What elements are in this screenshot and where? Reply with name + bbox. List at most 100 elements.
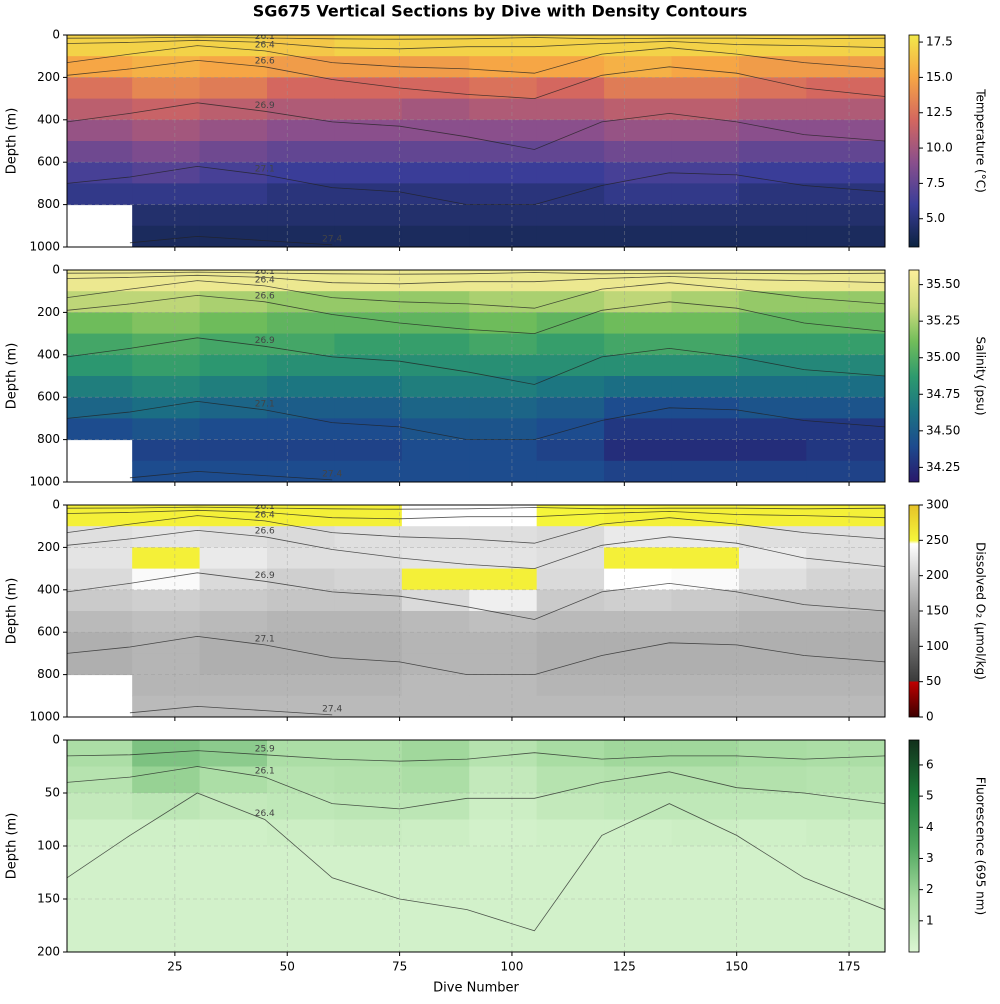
heat-cell (604, 183, 673, 206)
heat-cell (267, 376, 335, 398)
heat-cell (67, 56, 133, 78)
heat-cell (738, 162, 807, 184)
heat-cell (604, 376, 673, 398)
colorbar-label: Fluorescence (695 nm) (974, 777, 988, 915)
heat-cell (67, 141, 133, 163)
heat-cell (604, 872, 673, 900)
heat-cell (132, 183, 201, 206)
y-tick-label: 0 (52, 498, 60, 512)
heat-cell (401, 204, 470, 227)
heat-cell (267, 899, 335, 926)
heat-cell (67, 632, 133, 654)
heat-cell (671, 460, 740, 482)
y-tick-label: 0 (52, 263, 60, 277)
heat-cell (334, 98, 403, 121)
heat-cell (469, 291, 538, 313)
x-tick-label: 25 (167, 960, 182, 974)
heat-cell (738, 899, 807, 926)
heat-cell (604, 460, 673, 482)
heat-cell (199, 439, 268, 462)
heat-cell (671, 204, 740, 227)
heat-cell (469, 899, 538, 926)
heat-cell (334, 766, 403, 794)
plot-area: 25.926.126.4 26.6 26.9 27.1 27.4 (67, 505, 885, 717)
heat-cell (199, 766, 268, 794)
heat-cell (199, 119, 268, 142)
heat-cell (469, 204, 538, 227)
colorbar (908, 739, 920, 953)
contour-label: 26.9 (255, 101, 275, 111)
heat-cell (536, 460, 605, 482)
heat-cell (536, 354, 605, 377)
heat-cell (199, 653, 268, 676)
colorbar-tick-label: 300 (926, 498, 949, 512)
heat-cell (67, 740, 133, 767)
heat-cell (199, 526, 268, 548)
contour-label: 26.6 (255, 291, 275, 301)
density-contour (67, 506, 885, 510)
heat-cell (199, 225, 268, 247)
heat-cell (536, 505, 605, 527)
heat-cell (267, 674, 335, 697)
heat-cell (469, 793, 538, 820)
heat-cell (536, 589, 605, 612)
colorbar-tick-label: 35.50 (926, 277, 960, 291)
heat-cell (469, 376, 538, 398)
contour-label: 27.4 (322, 704, 342, 714)
colorbar-tick-label: 34.50 (926, 423, 960, 437)
contour-label: 26.9 (255, 571, 275, 581)
heat-cell (334, 376, 403, 398)
heat-cell (604, 526, 673, 548)
heat-cell (132, 611, 201, 633)
heat-cell (806, 56, 885, 78)
heat-cell (199, 354, 268, 377)
heat-cell (334, 674, 403, 697)
heat-cell (401, 141, 470, 163)
density-contour (67, 102, 885, 150)
contour-label: 26.6 (255, 56, 275, 66)
heat-cell (401, 312, 470, 335)
heat-cell (67, 270, 133, 292)
heat-cell (401, 291, 470, 313)
heat-cell (199, 505, 268, 527)
heat-cell (536, 376, 605, 398)
contour-label: 27.1 (255, 634, 275, 644)
heat-cell (334, 291, 403, 313)
heat-cell (334, 204, 403, 227)
heat-cell (199, 793, 268, 820)
heat-cell (401, 183, 470, 206)
heat-cell (469, 119, 538, 142)
heat-cell (738, 819, 807, 847)
heat-cell (738, 505, 807, 527)
heat-cell (67, 547, 133, 570)
density-contour (67, 572, 885, 620)
heat-cell (738, 56, 807, 78)
heat-cell (67, 568, 133, 591)
heat-cell (536, 397, 605, 419)
contour-label: 26.4 (255, 510, 275, 520)
colorbar-tick-label: 35.00 (926, 350, 960, 364)
heat-cell (671, 141, 740, 163)
heat-cell (738, 766, 807, 794)
heat-cell (604, 119, 673, 142)
heat-cell (738, 632, 807, 654)
heat-cell (267, 793, 335, 820)
heat-cell (267, 925, 335, 952)
heat-cell (401, 589, 470, 612)
heat-cell (132, 793, 201, 820)
density-contour (67, 271, 885, 275)
heat-cell (738, 439, 807, 462)
heat-cell (334, 460, 403, 482)
density-contour (67, 400, 885, 440)
heat-cell (267, 354, 335, 377)
colorbar-tick-label: 150 (926, 604, 949, 618)
heat-cell (334, 925, 403, 952)
heat-cell (199, 98, 268, 121)
heat-cell (469, 925, 538, 952)
heat-cell (536, 846, 605, 873)
heat-cell (469, 225, 538, 247)
heat-cell (738, 376, 807, 398)
heat-cell (267, 846, 335, 873)
heat-cell (738, 397, 807, 419)
